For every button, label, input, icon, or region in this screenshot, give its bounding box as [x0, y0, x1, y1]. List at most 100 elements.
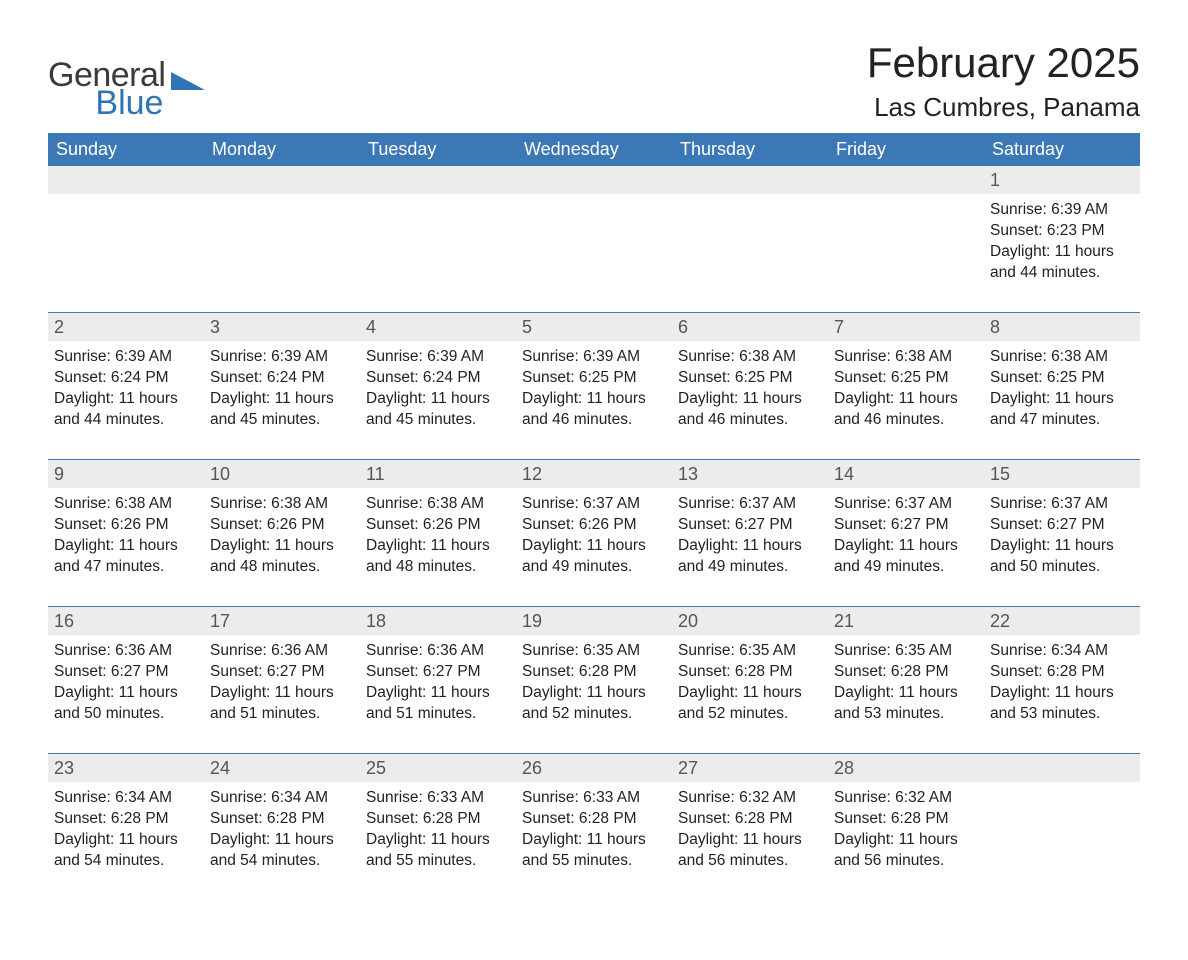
day-number-cell: 3	[204, 313, 360, 341]
day-cell: Sunrise: 6:38 AMSunset: 6:25 PMDaylight:…	[984, 341, 1140, 459]
week-daynum-row: 1	[48, 166, 1140, 194]
weekday-header: Tuesday	[360, 133, 516, 166]
sunset-text: Sunset: 6:24 PM	[54, 368, 198, 389]
day-number-cell: 6	[672, 313, 828, 341]
sunrise-text: Sunrise: 6:37 AM	[834, 494, 978, 515]
page: General Blue February 2025 Las Cumbres, …	[0, 0, 1188, 960]
day-number-cell: 13	[672, 460, 828, 488]
day-cell: Sunrise: 6:35 AMSunset: 6:28 PMDaylight:…	[672, 635, 828, 753]
day-number: 6	[672, 313, 828, 341]
day-number: 7	[828, 313, 984, 341]
sunrise-text: Sunrise: 6:38 AM	[210, 494, 354, 515]
dl1-text: Daylight: 11 hours	[210, 683, 354, 704]
sunrise-text: Sunrise: 6:39 AM	[210, 347, 354, 368]
dl1-text: Daylight: 11 hours	[366, 683, 510, 704]
day-cell: Sunrise: 6:38 AMSunset: 6:26 PMDaylight:…	[360, 488, 516, 606]
day-number: 24	[204, 754, 360, 782]
dl2-text: and 46 minutes.	[522, 410, 666, 431]
dl1-text: Daylight: 11 hours	[366, 389, 510, 410]
day-number: 4	[360, 313, 516, 341]
day-number: 19	[516, 607, 672, 635]
dl1-text: Daylight: 11 hours	[522, 830, 666, 851]
dl1-text: Daylight: 11 hours	[678, 389, 822, 410]
day-number-cell: 4	[360, 313, 516, 341]
day-cell: Sunrise: 6:39 AMSunset: 6:24 PMDaylight:…	[48, 341, 204, 459]
day-number-cell: 24	[204, 754, 360, 782]
day-number: 5	[516, 313, 672, 341]
dl1-text: Daylight: 11 hours	[54, 389, 198, 410]
sunset-text: Sunset: 6:28 PM	[366, 809, 510, 830]
day-number: 11	[360, 460, 516, 488]
sunrise-text: Sunrise: 6:38 AM	[54, 494, 198, 515]
sunrise-text: Sunrise: 6:36 AM	[210, 641, 354, 662]
day-number-cell: 27	[672, 754, 828, 782]
day-number: 27	[672, 754, 828, 782]
day-cell: Sunrise: 6:38 AMSunset: 6:26 PMDaylight:…	[48, 488, 204, 606]
dl2-text: and 55 minutes.	[366, 851, 510, 872]
day-number-cell: 28	[828, 754, 984, 782]
dl1-text: Daylight: 11 hours	[990, 536, 1134, 557]
sunrise-text: Sunrise: 6:33 AM	[366, 788, 510, 809]
sunrise-text: Sunrise: 6:39 AM	[54, 347, 198, 368]
dl2-text: and 56 minutes.	[678, 851, 822, 872]
day-number-cell	[204, 166, 360, 194]
day-number-cell: 1	[984, 166, 1140, 194]
day-cell: Sunrise: 6:35 AMSunset: 6:28 PMDaylight:…	[828, 635, 984, 753]
weekday-header: Saturday	[984, 133, 1140, 166]
day-number: 9	[48, 460, 204, 488]
day-cell: Sunrise: 6:34 AMSunset: 6:28 PMDaylight:…	[48, 782, 204, 900]
sunrise-text: Sunrise: 6:34 AM	[54, 788, 198, 809]
dl2-text: and 51 minutes.	[210, 704, 354, 725]
day-number-cell: 16	[48, 607, 204, 635]
sunrise-text: Sunrise: 6:39 AM	[522, 347, 666, 368]
sunrise-text: Sunrise: 6:34 AM	[210, 788, 354, 809]
day-number-cell: 19	[516, 607, 672, 635]
dl1-text: Daylight: 11 hours	[990, 683, 1134, 704]
weekday-header: Friday	[828, 133, 984, 166]
day-cell: Sunrise: 6:36 AMSunset: 6:27 PMDaylight:…	[48, 635, 204, 753]
sunrise-text: Sunrise: 6:32 AM	[834, 788, 978, 809]
day-cell	[48, 194, 204, 312]
day-cell: Sunrise: 6:38 AMSunset: 6:25 PMDaylight:…	[828, 341, 984, 459]
sunset-text: Sunset: 6:28 PM	[678, 662, 822, 683]
day-number-cell: 20	[672, 607, 828, 635]
sunset-text: Sunset: 6:24 PM	[366, 368, 510, 389]
sunrise-text: Sunrise: 6:35 AM	[522, 641, 666, 662]
day-cell	[516, 194, 672, 312]
sunrise-text: Sunrise: 6:39 AM	[366, 347, 510, 368]
weekday-header: Thursday	[672, 133, 828, 166]
sunset-text: Sunset: 6:28 PM	[834, 662, 978, 683]
dl1-text: Daylight: 11 hours	[522, 389, 666, 410]
day-number: 16	[48, 607, 204, 635]
dl1-text: Daylight: 11 hours	[834, 683, 978, 704]
sunrise-text: Sunrise: 6:39 AM	[990, 200, 1134, 221]
dl2-text: and 52 minutes.	[678, 704, 822, 725]
dl1-text: Daylight: 11 hours	[366, 830, 510, 851]
dl2-text: and 45 minutes.	[210, 410, 354, 431]
week-content-row: Sunrise: 6:36 AMSunset: 6:27 PMDaylight:…	[48, 635, 1140, 753]
dl2-text: and 53 minutes.	[834, 704, 978, 725]
day-number-cell: 15	[984, 460, 1140, 488]
day-cell: Sunrise: 6:39 AMSunset: 6:25 PMDaylight:…	[516, 341, 672, 459]
sunset-text: Sunset: 6:26 PM	[366, 515, 510, 536]
dl1-text: Daylight: 11 hours	[834, 389, 978, 410]
sunset-text: Sunset: 6:25 PM	[990, 368, 1134, 389]
dl2-text: and 47 minutes.	[54, 557, 198, 578]
brand-logo: General Blue	[48, 40, 205, 120]
day-cell: Sunrise: 6:38 AMSunset: 6:26 PMDaylight:…	[204, 488, 360, 606]
day-number-cell: 2	[48, 313, 204, 341]
week-content-row: Sunrise: 6:39 AMSunset: 6:24 PMDaylight:…	[48, 341, 1140, 459]
day-number-cell: 9	[48, 460, 204, 488]
day-number-cell	[48, 166, 204, 194]
day-cell: Sunrise: 6:33 AMSunset: 6:28 PMDaylight:…	[516, 782, 672, 900]
day-number-cell: 25	[360, 754, 516, 782]
day-cell	[828, 194, 984, 312]
dl2-text: and 48 minutes.	[210, 557, 354, 578]
calendar-weekday-header: SundayMondayTuesdayWednesdayThursdayFrid…	[48, 133, 1140, 166]
day-number: 20	[672, 607, 828, 635]
dl2-text: and 50 minutes.	[54, 704, 198, 725]
dl2-text: and 52 minutes.	[522, 704, 666, 725]
day-cell: Sunrise: 6:39 AMSunset: 6:24 PMDaylight:…	[360, 341, 516, 459]
day-number-cell: 8	[984, 313, 1140, 341]
day-cell: Sunrise: 6:37 AMSunset: 6:27 PMDaylight:…	[984, 488, 1140, 606]
